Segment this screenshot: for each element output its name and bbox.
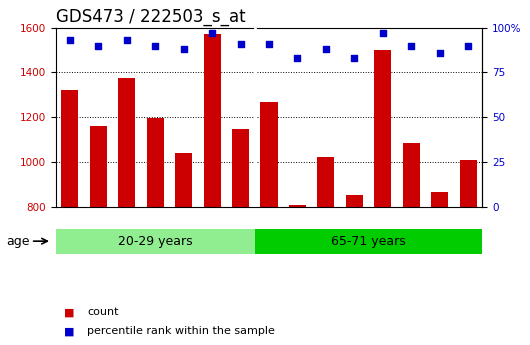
Text: GDS473 / 222503_s_at: GDS473 / 222503_s_at	[56, 8, 245, 26]
Point	[94, 43, 103, 48]
Point	[265, 41, 273, 47]
Point	[350, 55, 358, 61]
Bar	[90, 126, 107, 207]
Bar	[175, 153, 192, 207]
Bar	[118, 78, 135, 207]
Bar	[374, 50, 391, 207]
Text: ■: ■	[64, 326, 74, 336]
Bar	[232, 128, 249, 207]
Bar	[260, 101, 278, 207]
Point	[378, 30, 387, 36]
Point	[208, 30, 216, 36]
Point	[407, 43, 416, 48]
Point	[122, 37, 131, 43]
Point	[151, 43, 160, 48]
Point	[436, 50, 444, 56]
Text: ■: ■	[64, 307, 74, 317]
Bar	[147, 118, 164, 207]
Bar	[61, 90, 78, 207]
Bar	[289, 205, 306, 207]
Text: 65-71 years: 65-71 years	[331, 235, 406, 248]
Point	[179, 46, 188, 52]
Text: count: count	[87, 307, 119, 317]
Text: age: age	[6, 235, 30, 248]
Text: percentile rank within the sample: percentile rank within the sample	[87, 326, 275, 336]
Text: 20-29 years: 20-29 years	[118, 235, 192, 248]
Point	[293, 55, 302, 61]
Bar	[204, 34, 220, 207]
Bar	[317, 157, 334, 207]
Bar	[346, 195, 363, 207]
Point	[236, 41, 245, 47]
Point	[322, 46, 330, 52]
Point	[66, 37, 74, 43]
Bar	[403, 143, 420, 207]
Bar	[460, 160, 476, 207]
Bar	[431, 193, 448, 207]
Point	[464, 43, 472, 48]
